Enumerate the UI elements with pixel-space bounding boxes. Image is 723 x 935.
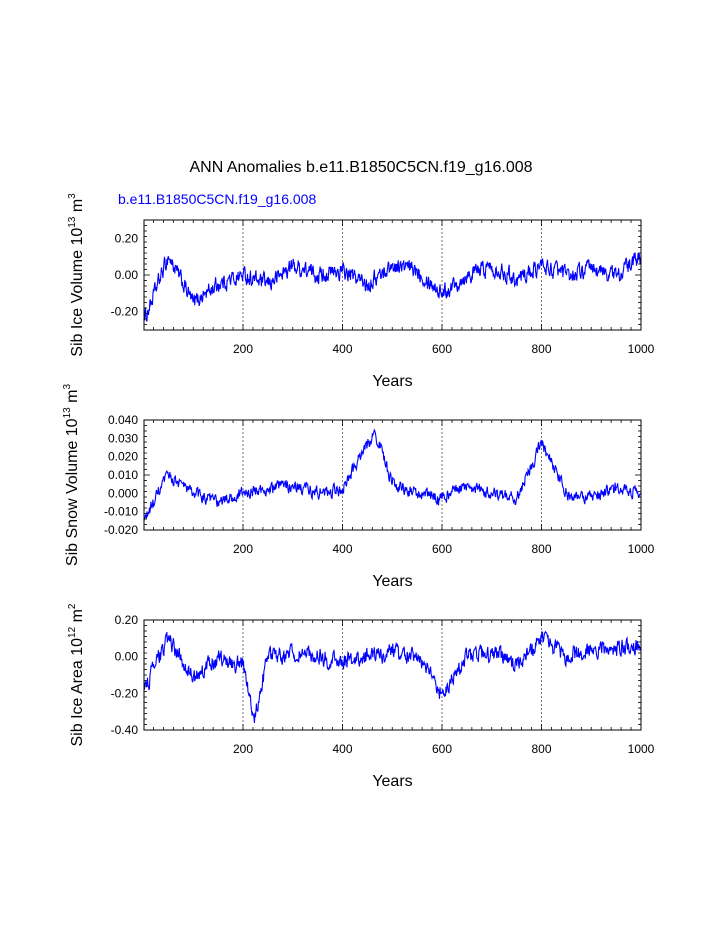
- x-tick-label: 600: [432, 342, 452, 356]
- x-axis-label: Years: [372, 573, 412, 590]
- x-axis-label: Years: [372, 373, 412, 390]
- chart-panel-1: 200 400 600 800 1000 -0.20 0.00 0.20 Years Sib Ic…: [67, 193, 655, 390]
- x-tick-label: 400: [332, 542, 352, 556]
- y-axis-label: Sib Ice Area 1012 m2: [67, 603, 86, 746]
- y-tick-label: 0.010: [108, 468, 138, 482]
- x-tick-label: 800: [531, 742, 551, 756]
- x-tick-label: 1000: [628, 342, 655, 356]
- x-tick-label: 800: [531, 542, 551, 556]
- x-tick-label: 600: [432, 542, 452, 556]
- y-tick-label: 0.20: [115, 613, 139, 627]
- y-tick-label: -0.010: [104, 505, 138, 519]
- y-tick-label: -0.40: [111, 723, 139, 737]
- y-axis-label: Sib Ice Volume 1013 m3: [67, 193, 86, 357]
- y-tick-label: -0.20: [111, 686, 139, 700]
- y-tick-label: 0.040: [108, 413, 138, 427]
- x-tick-label: 400: [332, 742, 352, 756]
- x-axis-label: Years: [372, 773, 412, 790]
- panels: 200 400 600 800 1000 -0.20 0.00 0.20 Years Sib Ic…: [62, 193, 655, 790]
- x-tick-label: 600: [432, 742, 452, 756]
- y-tick-label: 0.000: [108, 486, 138, 500]
- x-tick-label: 200: [233, 342, 253, 356]
- x-tick-label: 1000: [628, 742, 655, 756]
- y-axis-label: Sib Snow Volume 1013 m3: [62, 384, 81, 567]
- y-tick-label: 0.20: [115, 231, 139, 245]
- case-label: b.e11.B1850C5CN.f19_g16.008: [118, 191, 316, 207]
- y-tick-label: 0.030: [108, 431, 138, 445]
- y-tick-label: 0.020: [108, 450, 138, 464]
- x-tick-label: 400: [332, 342, 352, 356]
- y-tick-label: -0.20: [111, 305, 139, 319]
- x-tick-label: 800: [531, 342, 551, 356]
- y-tick-label: -0.020: [104, 523, 138, 537]
- x-tick-label: 200: [233, 542, 253, 556]
- x-tick-label: 200: [233, 742, 253, 756]
- chart-panel-2: 200 400 600 800 1000 -0.020 -0.010 0.000 0.010 0.…: [62, 384, 655, 591]
- y-tick-label: 0.00: [115, 650, 139, 664]
- x-tick-label: 1000: [628, 542, 655, 556]
- y-tick-label: 0.00: [115, 268, 139, 282]
- figure-title: ANN Anomalies b.e11.B1850C5CN.f19_g16.00…: [189, 159, 532, 176]
- chart-panel-3: 200 400 600 800 1000 -0.40 -0.20 0.00 0.20 Years S…: [67, 603, 655, 790]
